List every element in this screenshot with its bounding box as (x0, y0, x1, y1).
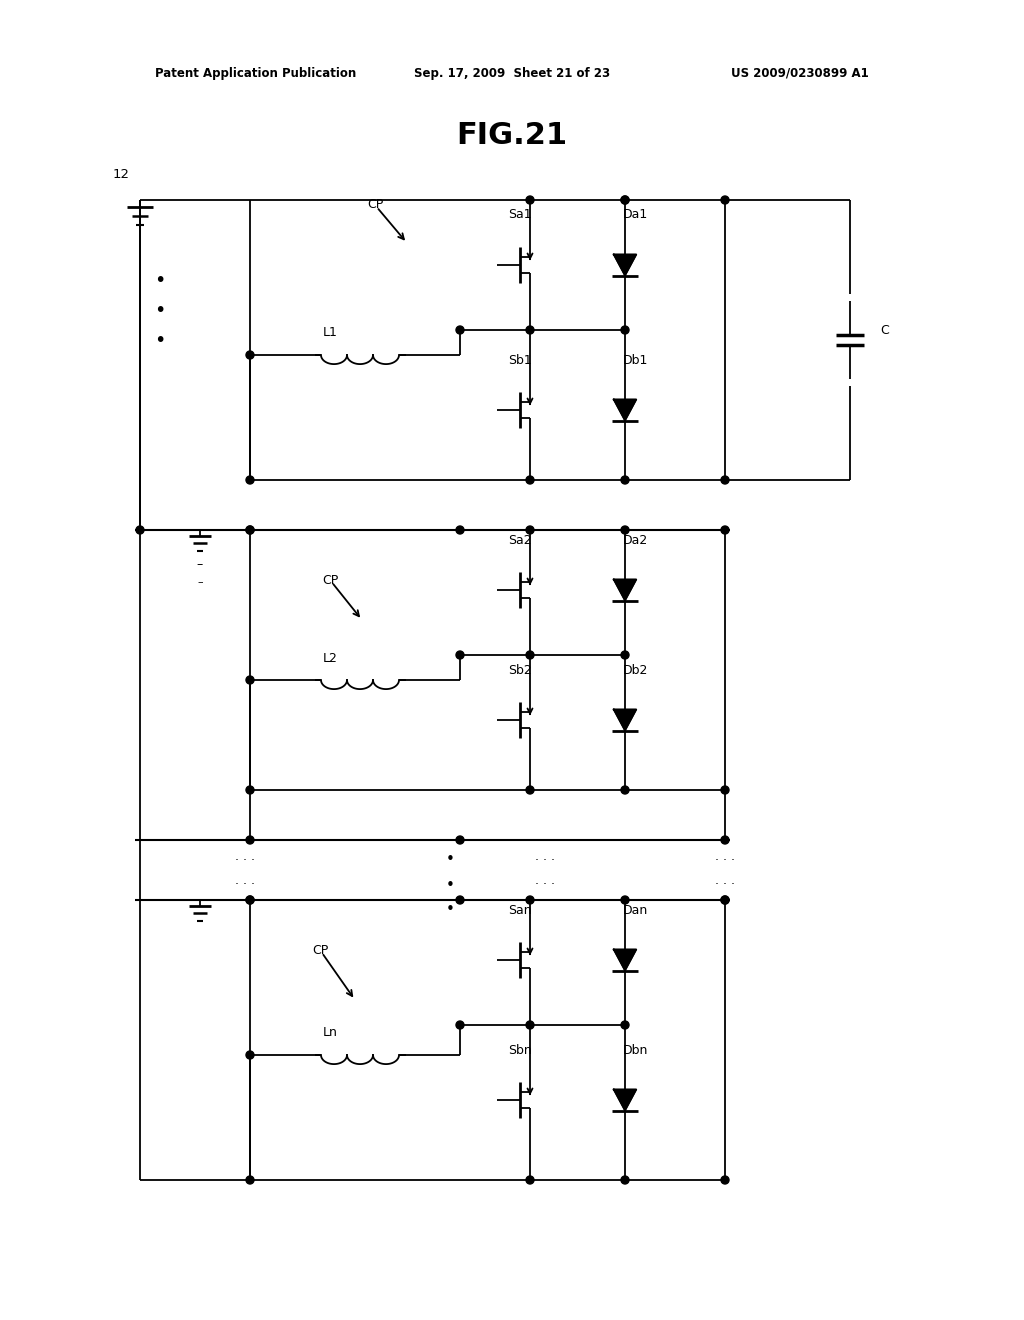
Text: Ln: Ln (323, 1027, 338, 1040)
Text: L1: L1 (323, 326, 338, 339)
Circle shape (246, 351, 254, 359)
Circle shape (526, 525, 534, 535)
Text: Da1: Da1 (623, 209, 647, 222)
Circle shape (721, 477, 729, 484)
Circle shape (721, 896, 729, 904)
Circle shape (526, 326, 534, 334)
Circle shape (721, 525, 729, 535)
Text: Dbn: Dbn (623, 1044, 648, 1056)
Circle shape (721, 896, 729, 904)
Text: Sbn: Sbn (508, 1044, 531, 1056)
Circle shape (526, 477, 534, 484)
Text: Db1: Db1 (623, 354, 648, 367)
Polygon shape (613, 710, 636, 730)
Circle shape (136, 525, 144, 535)
Circle shape (246, 896, 254, 904)
Text: · · ·: · · · (535, 879, 555, 891)
Circle shape (246, 525, 254, 535)
Circle shape (721, 836, 729, 843)
Circle shape (621, 785, 629, 795)
Circle shape (721, 195, 729, 205)
Circle shape (246, 1176, 254, 1184)
Circle shape (456, 326, 464, 334)
Circle shape (526, 1020, 534, 1030)
Polygon shape (613, 400, 636, 421)
Text: CP: CP (322, 573, 338, 586)
Circle shape (246, 477, 254, 484)
Circle shape (526, 1176, 534, 1184)
Circle shape (246, 785, 254, 795)
Text: FIG.21: FIG.21 (457, 120, 567, 149)
Text: · · ·: · · · (715, 854, 735, 866)
Circle shape (721, 785, 729, 795)
Circle shape (526, 785, 534, 795)
Text: –: – (197, 558, 203, 572)
Circle shape (526, 195, 534, 205)
Circle shape (246, 525, 254, 535)
Text: Sep. 17, 2009  Sheet 21 of 23: Sep. 17, 2009 Sheet 21 of 23 (414, 66, 610, 79)
Text: · · ·: · · · (234, 879, 255, 891)
Circle shape (621, 525, 629, 535)
Text: 12: 12 (113, 169, 130, 181)
Text: •: • (445, 878, 455, 892)
Circle shape (246, 676, 254, 684)
Polygon shape (613, 949, 636, 970)
Text: L2: L2 (323, 652, 338, 664)
Circle shape (456, 651, 464, 659)
Circle shape (246, 836, 254, 843)
Text: •: • (155, 301, 166, 319)
Circle shape (621, 477, 629, 484)
Text: –: – (198, 577, 203, 587)
Circle shape (621, 195, 629, 205)
Polygon shape (613, 255, 636, 276)
Circle shape (526, 651, 534, 659)
Circle shape (456, 525, 464, 535)
Text: Sa2: Sa2 (508, 533, 531, 546)
Text: •: • (445, 903, 455, 917)
Text: Patent Application Publication: Patent Application Publication (156, 66, 356, 79)
Text: US 2009/0230899 A1: US 2009/0230899 A1 (731, 66, 869, 79)
Text: Sb1: Sb1 (508, 354, 531, 367)
Text: · · ·: · · · (715, 879, 735, 891)
Text: •: • (155, 271, 166, 289)
Circle shape (621, 651, 629, 659)
Text: Sa1: Sa1 (508, 209, 531, 222)
Circle shape (526, 896, 534, 904)
Text: •: • (445, 853, 455, 867)
Circle shape (246, 896, 254, 904)
Text: San: San (508, 903, 531, 916)
Text: C: C (881, 323, 890, 337)
Text: · · ·: · · · (234, 854, 255, 866)
Text: CP: CP (367, 198, 383, 211)
Text: •: • (155, 330, 166, 350)
Polygon shape (613, 579, 636, 601)
Text: Sb2: Sb2 (508, 664, 531, 676)
Circle shape (456, 836, 464, 843)
Circle shape (621, 1176, 629, 1184)
Text: CP: CP (312, 944, 328, 957)
Circle shape (456, 1020, 464, 1030)
Circle shape (246, 1051, 254, 1059)
Text: Da2: Da2 (623, 533, 647, 546)
Text: · · ·: · · · (535, 854, 555, 866)
Circle shape (721, 1176, 729, 1184)
Circle shape (621, 195, 629, 205)
Circle shape (621, 1020, 629, 1030)
Circle shape (621, 896, 629, 904)
Circle shape (456, 896, 464, 904)
Polygon shape (613, 1089, 636, 1110)
Text: Dan: Dan (623, 903, 647, 916)
Circle shape (621, 326, 629, 334)
Text: Db2: Db2 (623, 664, 648, 676)
